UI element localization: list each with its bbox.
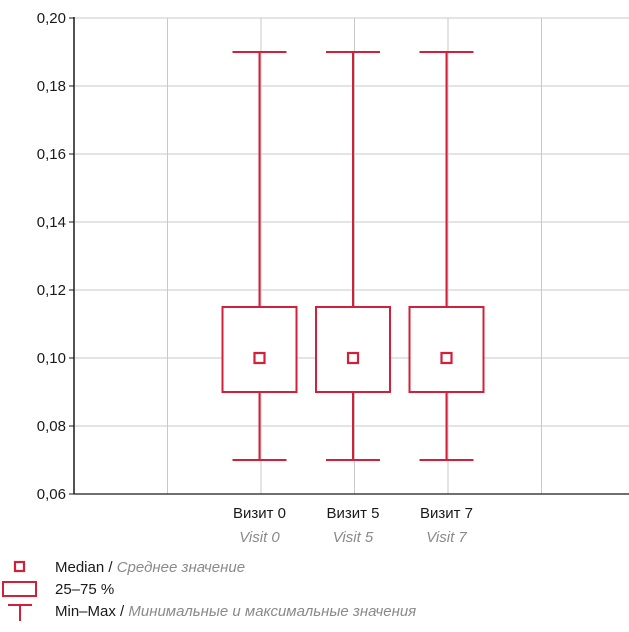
median-marker <box>346 351 360 365</box>
category-sublabel: Visit 5 <box>333 529 374 546</box>
y-tick-label: 0,14 <box>37 214 66 231</box>
legend-whisker-text: Min–Max <box>55 602 116 620</box>
box-2 <box>408 51 485 461</box>
axes <box>69 17 629 495</box>
box-plot-chart: 0,06 0,08 0,10 0,12 0,14 0,16 0,18 0,20 Визит 0… <box>37 10 629 546</box>
median-marker <box>440 351 453 365</box>
category-label: Визит 5 <box>326 505 379 522</box>
legend-median-text: Median <box>55 558 105 576</box>
legend-median-separator: / <box>104 558 117 576</box>
category-label: Визит 7 <box>420 505 473 522</box>
category-sublabel: Visit 7 <box>426 529 467 546</box>
category-labels: Визит 0 Visit 0 Визит 5 Visit 5 Визит 7 Visit… <box>233 505 473 546</box>
legend-item-box: 25–75 % <box>0 578 114 600</box>
legend-item-whisker: Min–Max / Минимальные и максимальные зна… <box>0 600 416 622</box>
box-q1-q3 <box>315 306 391 393</box>
box-marker-icon <box>0 578 40 600</box>
y-tick-label: 0,18 <box>37 78 66 95</box>
box-q1-q3 <box>408 306 485 393</box>
legend-whisker-translated: Минимальные и максимальные значения <box>128 602 417 620</box>
box-0 <box>221 51 298 461</box>
box-series <box>221 51 485 461</box>
y-tick-label: 0,20 <box>37 10 66 27</box>
legend-box-text: 25–75 % <box>55 580 115 598</box>
box-1 <box>315 51 391 461</box>
median-marker-icon <box>0 556 40 578</box>
legend-median-translated: Среднее значение <box>116 558 246 576</box>
legend-whisker-separator: / <box>115 602 129 620</box>
y-tick-label: 0,06 <box>37 486 66 503</box>
grid-lines <box>74 17 629 494</box>
legend-item-median: Median / Среднее значение <box>0 556 245 578</box>
category-sublabel: Visit 0 <box>239 529 280 546</box>
y-tick-label: 0,16 <box>37 146 66 163</box>
median-marker <box>253 351 266 365</box>
category-label: Визит 0 <box>233 505 286 522</box>
y-tick-label: 0,10 <box>37 350 66 367</box>
y-tick-label: 0,12 <box>37 282 66 299</box>
box-q1-q3 <box>221 306 298 393</box>
y-tick-labels: 0,06 0,08 0,10 0,12 0,14 0,16 0,18 0,20 <box>37 10 66 503</box>
whisker-marker-icon <box>0 600 40 622</box>
y-tick-label: 0,08 <box>37 418 66 435</box>
